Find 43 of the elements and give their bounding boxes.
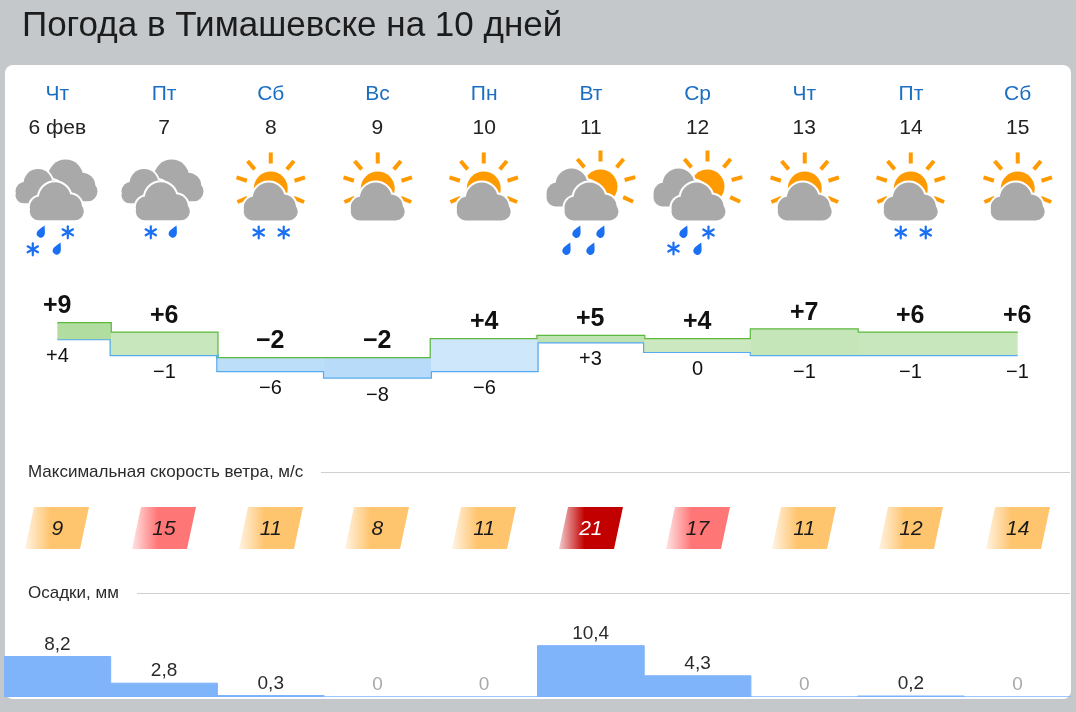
- x-tick-label: Ср 12: [684, 81, 711, 138]
- data-label: +9: [43, 290, 72, 318]
- data-label: −1: [793, 360, 816, 382]
- data-label: 0: [372, 673, 383, 694]
- x-tick-label: Сб 15: [1004, 81, 1032, 138]
- text: Максимальная скорость ветра, м/с: [28, 462, 304, 482]
- data-label: 0,3: [257, 671, 284, 693]
- data-label: +4: [683, 306, 712, 334]
- data-label: −1: [1006, 360, 1029, 382]
- data-label: 10,4: [572, 621, 610, 643]
- chart-title: Осадки, мм: [28, 583, 119, 603]
- data-label: +6: [896, 300, 925, 328]
- x-tick-label: Пт 7: [151, 81, 177, 138]
- data-label: +5: [576, 303, 605, 331]
- data-label: 0: [692, 357, 704, 379]
- data-label: −2: [256, 325, 285, 353]
- data-label: −8: [366, 383, 389, 405]
- data-label: 0: [478, 673, 490, 694]
- data-label: +6: [1003, 300, 1032, 328]
- data-label: 0: [1012, 673, 1023, 694]
- data-label: 2,8: [150, 659, 178, 681]
- data-label: 8,2: [44, 632, 71, 654]
- x-tick-label: Пт 14: [898, 81, 924, 138]
- data-label: +4: [470, 306, 499, 334]
- data-label: +7: [790, 297, 819, 325]
- data-label: −6: [259, 376, 282, 398]
- data-label: +4: [46, 344, 69, 366]
- x-tick-label: Вт 11: [579, 81, 603, 138]
- data-label: −6: [473, 376, 496, 398]
- data-label: 0: [798, 673, 810, 694]
- data-label: −1: [899, 360, 922, 382]
- x-tick-label: Пн 10: [470, 81, 498, 138]
- x-tick-label: Вс 9: [365, 81, 390, 138]
- x-tick-label: Сб 8: [257, 81, 285, 138]
- data-label: +6: [150, 300, 179, 328]
- x-tick-label: Чт 13: [792, 81, 817, 138]
- data-label: +3: [579, 347, 602, 369]
- x-tick-label: Чт 6 фев: [28, 81, 87, 138]
- data-label: −2: [363, 325, 392, 353]
- data-label: 0,2: [897, 672, 925, 694]
- chart-title: Погода в Тимашевске на 10 дней: [22, 4, 563, 44]
- data-label: −1: [153, 360, 176, 382]
- data-label: 4,3: [684, 651, 711, 673]
